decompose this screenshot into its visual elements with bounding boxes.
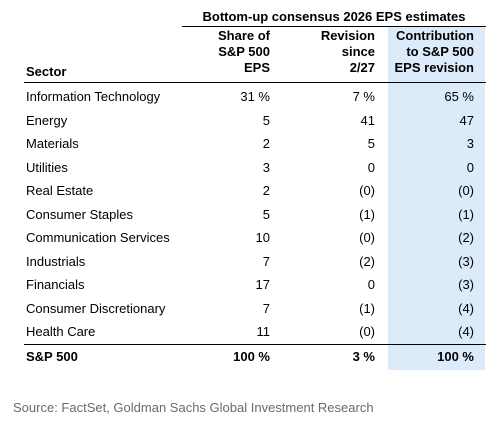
cell-share: 3 [262, 159, 270, 175]
table-row: Consumer Staples 5 (1) (1) [0, 203, 487, 226]
cell-revision: (0) [359, 324, 375, 339]
table-row: Financials 17 0 (3) [0, 273, 487, 296]
column-header-share-line3: EPS [243, 60, 270, 75]
cell-sector: Financials [26, 277, 85, 292]
cell-contribution: 3 [466, 136, 474, 151]
cell-contribution: (1) [458, 206, 474, 222]
cell-share: 7 [262, 253, 270, 269]
total-sector: S&P 500 [26, 349, 78, 364]
total-divider [24, 344, 486, 345]
column-header-contribution: Contribution to S&P 500 EPS revision [395, 28, 474, 76]
cell-contribution: 0 [466, 159, 474, 175]
column-header-share: Share of S&P 500 EPS [218, 28, 270, 76]
column-header-revision-line1: Revision [320, 28, 375, 43]
column-header-sector: Sector [26, 64, 67, 79]
total-revision: 3 % [352, 349, 375, 364]
cell-contribution: (2) [458, 230, 474, 245]
cell-contribution: (4) [458, 300, 474, 316]
column-header-contribution-line2: to S&P 500 [406, 44, 474, 59]
column-header-contribution-line1: Contribution [396, 28, 474, 43]
cell-share: 31 % [240, 89, 270, 104]
cell-share: 10 [255, 230, 270, 245]
cell-revision: 0 [367, 277, 375, 292]
cell-revision: (2) [359, 253, 375, 269]
cell-sector: Communication Services [26, 230, 170, 245]
cell-share: 2 [262, 136, 270, 151]
header-divider [24, 82, 486, 83]
table-row: Energy 5 41 47 [0, 109, 487, 132]
cell-contribution: (0) [458, 183, 474, 198]
table-row: Communication Services 10 (0) (2) [0, 226, 487, 249]
cell-sector: Consumer Staples [26, 206, 133, 222]
cell-contribution: 65 % [444, 89, 474, 104]
cell-revision: (1) [359, 300, 375, 316]
cell-revision: 0 [367, 159, 375, 175]
cell-sector: Industrials [26, 253, 86, 269]
table-row: Real Estate 2 (0) (0) [0, 179, 487, 202]
cell-sector: Energy [26, 112, 68, 128]
cell-share: 7 [262, 300, 270, 316]
cell-sector: Materials [26, 136, 79, 151]
source-note: Source: FactSet, Goldman Sachs Global In… [13, 400, 374, 415]
table-group-title: Bottom-up consensus 2026 EPS estimates [182, 8, 486, 27]
cell-share: 11 [256, 324, 271, 339]
cell-revision: (1) [359, 206, 375, 222]
contribution-column-highlight [388, 26, 485, 370]
cell-sector: Real Estate [26, 183, 94, 198]
cell-contribution: (3) [458, 253, 474, 269]
cell-share: 5 [262, 206, 270, 222]
table-row: Industrials 7 (2) (3) [0, 250, 487, 273]
table-row: Information Technology 31 % 7 % 65 % [0, 85, 487, 108]
column-header-revision: Revision since 2/27 [321, 28, 375, 76]
cell-sector: Utilities [26, 159, 68, 175]
cell-share: 5 [262, 112, 270, 128]
table-total-row: S&P 500 100 % 3 % 100 % [0, 345, 487, 368]
cell-revision: 41 [360, 112, 375, 128]
total-contribution: 100 % [437, 349, 474, 364]
table-row: Utilities 3 0 0 [0, 156, 487, 179]
column-header-revision-line2: since [341, 44, 375, 59]
column-header-share-line1: Share of [217, 28, 270, 43]
cell-sector: Health Care [26, 324, 96, 339]
cell-sector: Information Technology [26, 89, 161, 104]
cell-share: 17 [255, 277, 270, 292]
table-row: Consumer Discretionary 7 (1) (4) [0, 297, 487, 320]
cell-revision: 5 [367, 136, 375, 151]
cell-revision: 7 % [352, 89, 375, 104]
table-row: Health Care 11 (0) (4) [0, 320, 487, 343]
cell-sector: Consumer Discretionary [26, 300, 166, 316]
table-row: Materials 2 5 3 [0, 132, 487, 155]
column-header-contribution-line3: EPS revision [394, 60, 474, 75]
column-header-revision-line3: 2/27 [349, 60, 375, 75]
cell-contribution: (3) [458, 277, 474, 292]
cell-share: 2 [262, 183, 270, 198]
cell-revision: (0) [359, 183, 375, 198]
total-share: 100 % [233, 349, 270, 364]
cell-revision: (0) [359, 230, 375, 245]
cell-contribution: 47 [459, 112, 474, 128]
column-header-share-line2: S&P 500 [218, 44, 270, 59]
cell-contribution: (4) [458, 324, 474, 339]
